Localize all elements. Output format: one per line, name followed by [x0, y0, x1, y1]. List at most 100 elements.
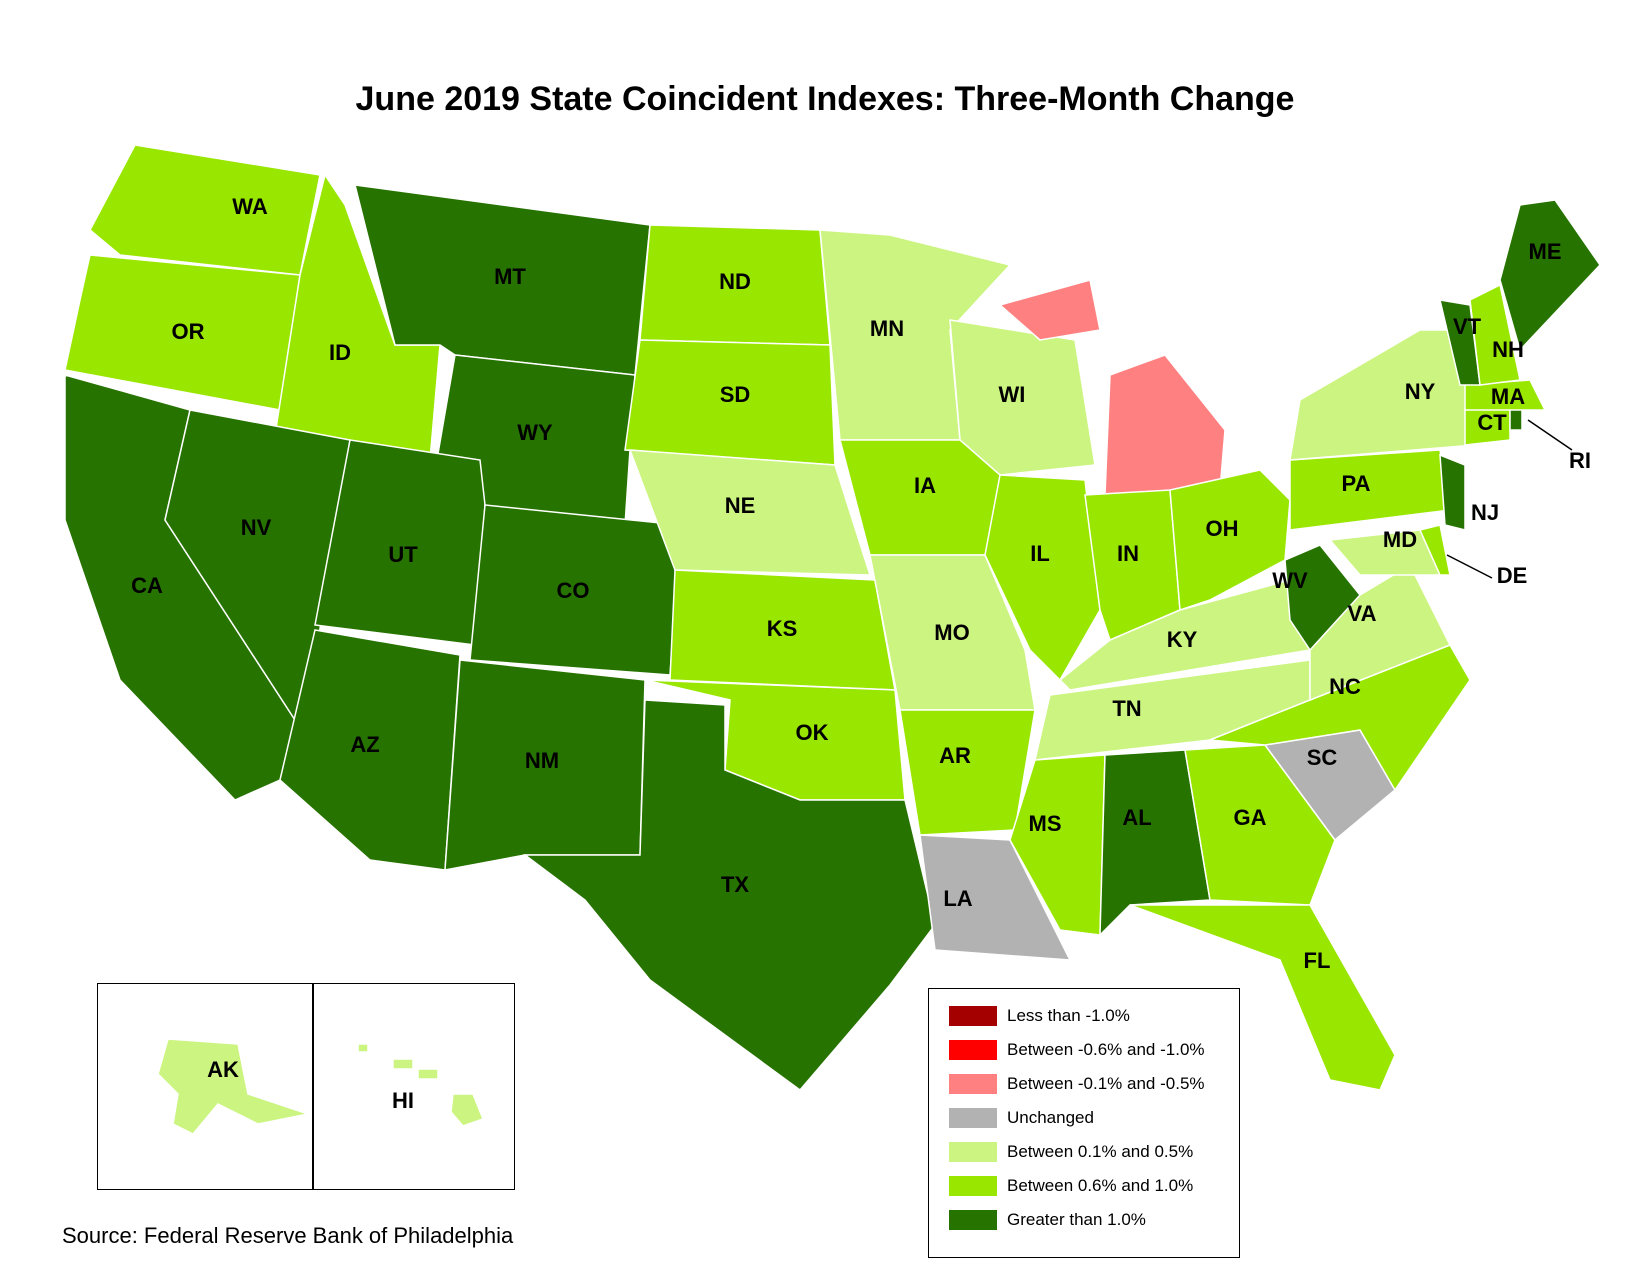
legend-label: Greater than 1.0% — [1007, 1210, 1146, 1229]
state-label-nj: NJ — [1471, 500, 1499, 525]
state-ak[interactable] — [157, 1038, 311, 1135]
legend-swatch — [949, 1142, 997, 1162]
state-ms[interactable] — [1009, 754, 1106, 936]
state-label-vt: VT — [1453, 314, 1482, 339]
state-label-wa: WA — [232, 194, 268, 219]
state-label-de: DE — [1497, 563, 1528, 588]
state-mi[interactable] — [998, 279, 1101, 341]
state-label-oh: OH — [1206, 516, 1239, 541]
state-label-mn: MN — [870, 316, 904, 341]
state-hi[interactable] — [357, 1043, 484, 1127]
state-nj[interactable] — [1439, 453, 1466, 531]
states-layer — [64, 144, 1601, 1092]
legend-swatch — [949, 1176, 997, 1196]
state-label-nd: ND — [719, 269, 751, 294]
hawaii-inset: HI — [312, 983, 515, 1190]
state-label-tn: TN — [1112, 696, 1141, 721]
state-label-ks: KS — [767, 616, 798, 641]
state-de[interactable] — [1418, 524, 1451, 576]
state-label-id: ID — [329, 340, 351, 365]
state-nh[interactable] — [1469, 283, 1521, 386]
state-label-nc: NC — [1329, 674, 1361, 699]
state-label-tx: TX — [721, 872, 749, 897]
legend-label: Between -0.1% and -0.5% — [1007, 1074, 1205, 1093]
legend-swatch — [949, 1210, 997, 1230]
state-label-ia: IA — [914, 473, 936, 498]
state-wv[interactable] — [1284, 544, 1361, 652]
state-fl[interactable] — [1129, 904, 1396, 1091]
state-label-co: CO — [557, 578, 590, 603]
state-label-md: MD — [1383, 527, 1417, 552]
state-label-la: LA — [943, 886, 972, 911]
state-id[interactable] — [274, 173, 441, 461]
state-label-va: VA — [1348, 601, 1377, 626]
state-label-nv: NV — [241, 515, 272, 540]
hawaii-inset-map: HI — [357, 1043, 484, 1127]
state-mi[interactable] — [1104, 354, 1226, 496]
de-leader-line — [1446, 554, 1493, 579]
state-label-ny: NY — [1405, 379, 1436, 404]
state-ny[interactable] — [1289, 329, 1476, 461]
state-label-nh: NH — [1492, 337, 1524, 362]
legend-label: Between 0.6% and 1.0% — [1007, 1176, 1194, 1195]
state-label-ma: MA — [1491, 384, 1525, 409]
state-az[interactable] — [279, 629, 461, 871]
legend-item-gt1: Greater than 1.0% — [949, 1209, 1146, 1231]
legend-item-pos01_05: Between 0.1% and 0.5% — [949, 1141, 1193, 1163]
state-label-ne: NE — [725, 493, 756, 518]
state-label-il: IL — [1030, 541, 1050, 566]
legend-swatch — [949, 1108, 997, 1128]
legend: Less than -1.0% Between -0.6% and -1.0% Be… — [928, 988, 1240, 1258]
legend-label: Less than -1.0% — [1007, 1006, 1130, 1025]
state-label-ga: GA — [1234, 805, 1267, 830]
state-me[interactable] — [1499, 199, 1601, 352]
state-label-ak: AK — [207, 1057, 239, 1082]
legend-item-unchanged: Unchanged — [949, 1107, 1094, 1129]
state-label-az: AZ — [350, 732, 379, 757]
state-ga[interactable] — [1184, 744, 1336, 906]
state-mo[interactable] — [869, 554, 1036, 711]
state-label-ca: CA — [131, 573, 163, 598]
state-label-ri: RI — [1569, 448, 1591, 473]
state-label-wi: WI — [999, 382, 1026, 407]
legend-swatch — [949, 1040, 997, 1060]
state-label-nm: NM — [525, 748, 559, 773]
state-wa[interactable] — [89, 144, 321, 276]
legend-swatch — [949, 1074, 997, 1094]
state-label-or: OR — [172, 319, 205, 344]
legend-item-pos06_10: Between 0.6% and 1.0% — [949, 1175, 1193, 1197]
leader-lines — [1446, 419, 1573, 579]
state-label-sc: SC — [1307, 745, 1338, 770]
state-label-wv: WV — [1272, 568, 1308, 593]
state-la[interactable] — [919, 834, 1072, 961]
state-al[interactable] — [1099, 749, 1211, 937]
state-label-ky: KY — [1167, 627, 1198, 652]
legend-label: Unchanged — [1007, 1108, 1094, 1127]
legend-item-neg06_neg10: Between -0.6% and -1.0% — [949, 1039, 1205, 1061]
source-note: Source: Federal Reserve Bank of Philadel… — [62, 1223, 514, 1248]
legend-label: Between -0.6% and -1.0% — [1007, 1040, 1205, 1059]
alaska-inset-map: AK — [157, 1038, 311, 1135]
state-label-ms: MS — [1029, 811, 1062, 836]
state-label-hi: HI — [392, 1088, 414, 1113]
state-label-me: ME — [1529, 239, 1562, 264]
state-label-in: IN — [1117, 541, 1139, 566]
state-ne[interactable] — [628, 449, 872, 576]
legend-item-neg01_neg05: Between -0.1% and -0.5% — [949, 1073, 1205, 1095]
state-ar[interactable] — [899, 709, 1036, 836]
state-label-mt: MT — [494, 264, 526, 289]
state-label-fl: FL — [1304, 948, 1331, 973]
state-label-ok: OK — [796, 720, 829, 745]
state-label-ar: AR — [939, 743, 971, 768]
legend-item-lt_neg1: Less than -1.0% — [949, 1005, 1130, 1027]
label-layer: WA OR CA ID NV MT WY UT AZ CO NM ND SD NE KS OK TX MN IA MO… — [131, 194, 1591, 973]
state-label-sd: SD — [720, 382, 751, 407]
state-or[interactable] — [64, 254, 301, 411]
state-label-wy: WY — [517, 420, 553, 445]
state-label-ct: CT — [1477, 410, 1507, 435]
map-title: June 2019 State Coincident Indexes: Thre… — [355, 80, 1295, 118]
state-tx[interactable] — [522, 699, 936, 1092]
legend-label: Between 0.1% and 0.5% — [1007, 1142, 1194, 1161]
state-label-mo: MO — [934, 620, 969, 645]
